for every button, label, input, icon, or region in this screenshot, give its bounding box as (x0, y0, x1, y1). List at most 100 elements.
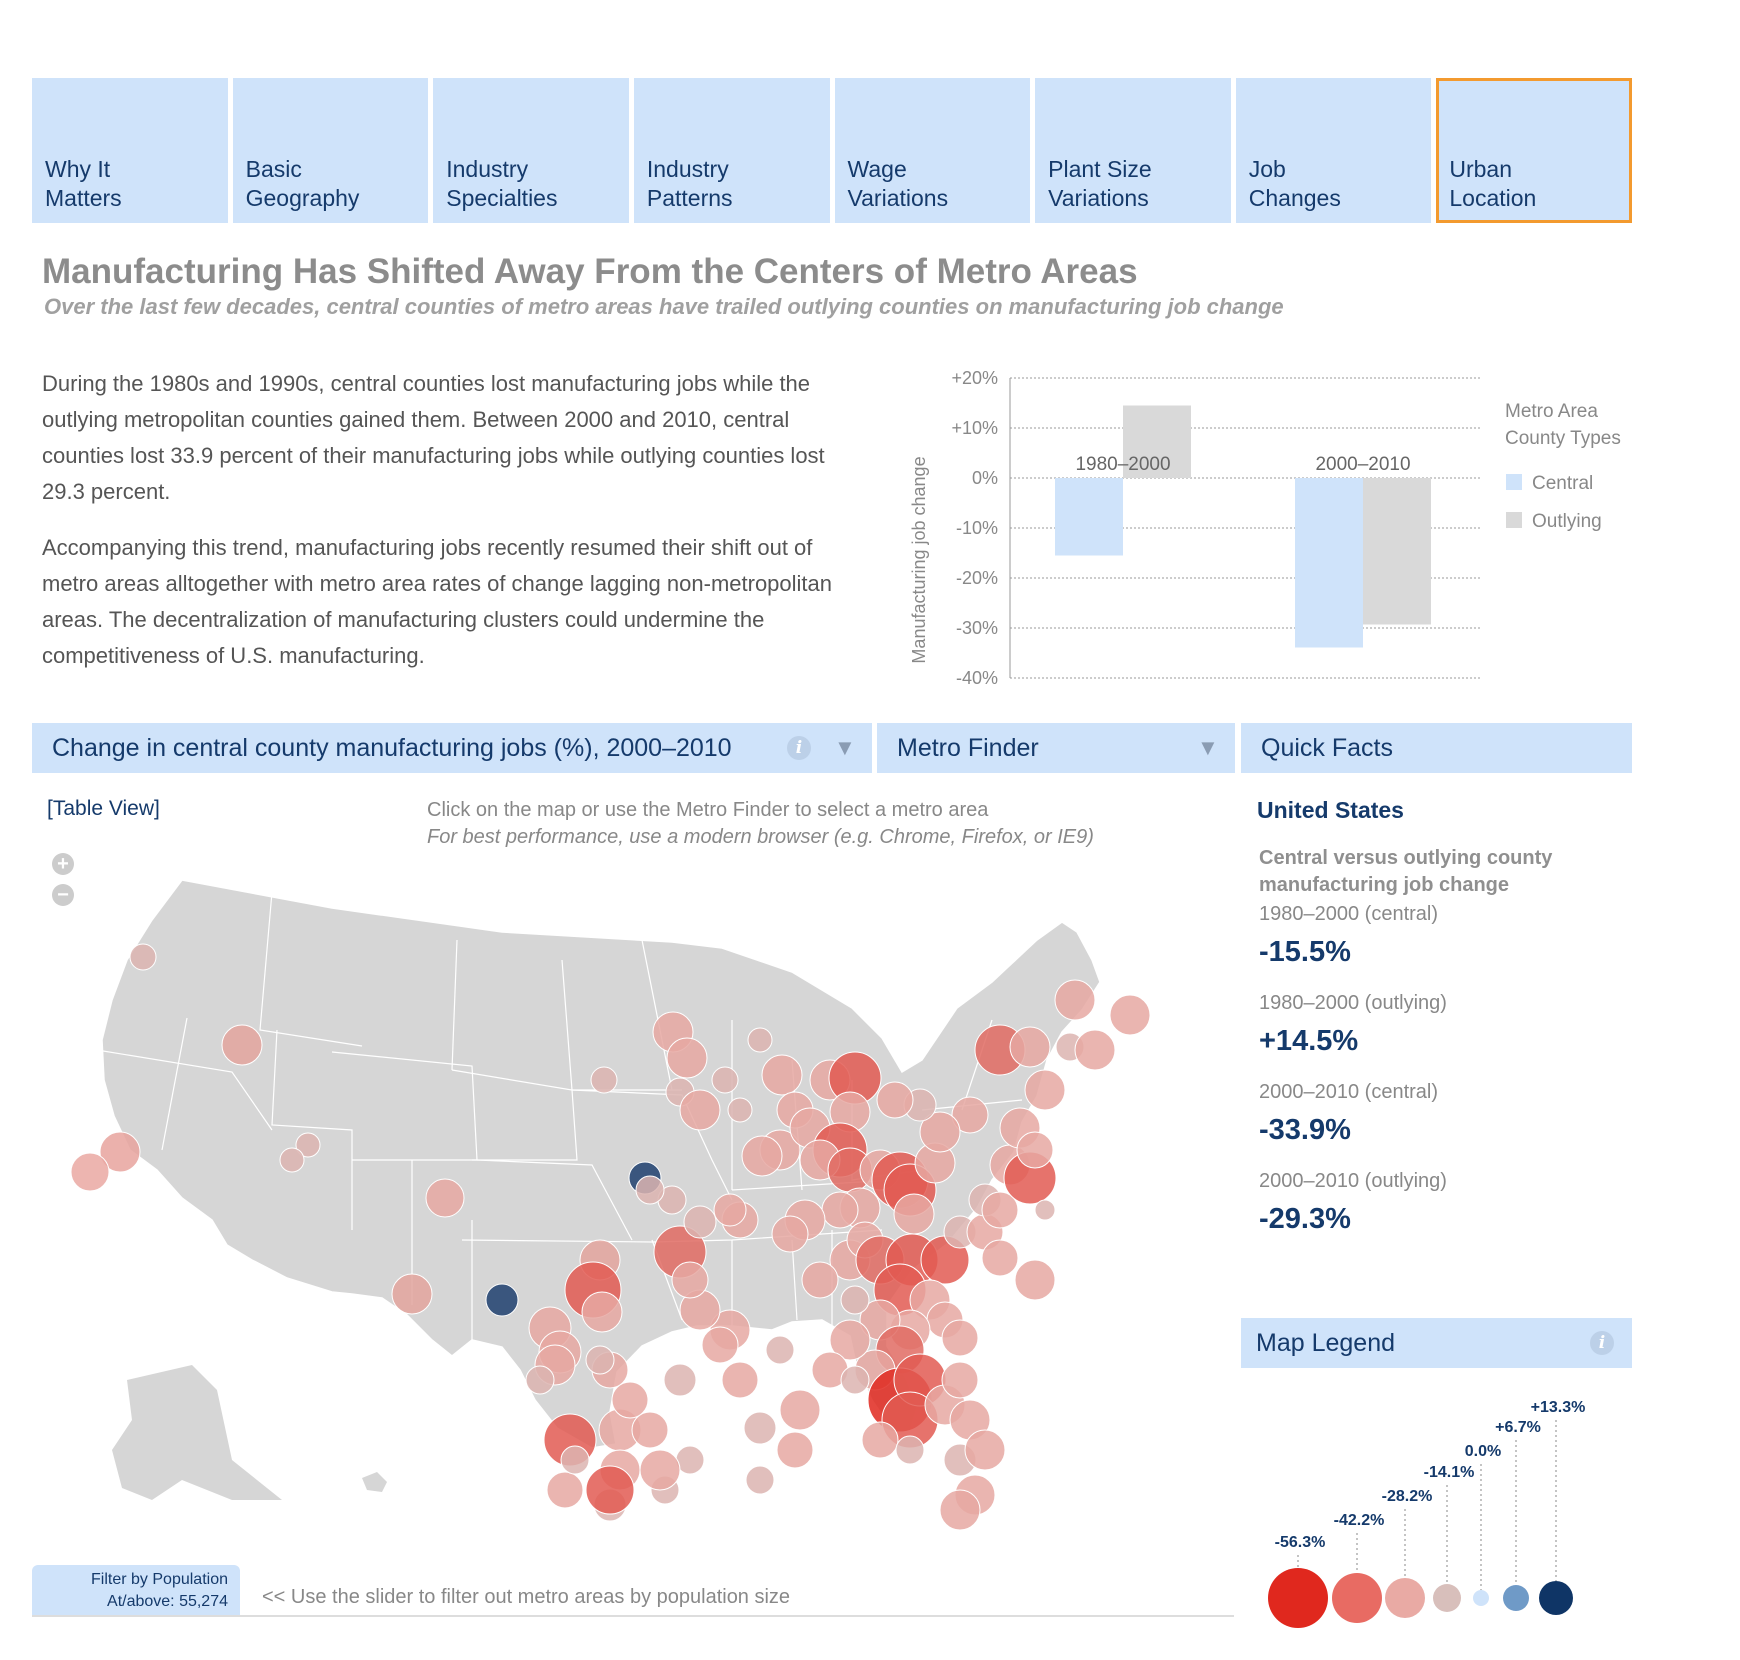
tab-basic-geography[interactable]: Basic Geography (232, 78, 429, 223)
metro-bubble[interactable] (279, 1147, 305, 1173)
tab-industry-patterns[interactable]: Industry Patterns (633, 78, 830, 223)
metro-bubble[interactable] (1109, 994, 1151, 1036)
metro-bubble[interactable] (779, 1389, 821, 1431)
metro-bubble[interactable] (663, 1363, 697, 1397)
population-slider-track[interactable] (32, 1615, 1234, 1617)
metro-bubble[interactable] (776, 1431, 814, 1469)
metro-bubble[interactable] (671, 1261, 709, 1299)
chevron-down-icon[interactable]: ▼ (834, 735, 856, 760)
metro-bubble[interactable] (701, 1326, 739, 1364)
metro-bubble[interactable] (679, 1089, 721, 1131)
map-legend: -56.3% -42.2% -28.2% -14.1% 0.0% +6.7% +13.3% (1268, 1399, 1585, 1628)
fact-label: 1980–2000 (outlying) (1259, 992, 1447, 1014)
metro-bubble[interactable] (639, 1449, 681, 1491)
metro-bubble[interactable] (941, 1319, 979, 1357)
metro-bubble[interactable] (425, 1178, 465, 1218)
metro-bubble[interactable] (391, 1273, 433, 1315)
tab-plant-size-variations[interactable]: Plant Size Variations (1035, 78, 1231, 223)
metro-bubble[interactable] (129, 943, 157, 971)
metro-bubble[interactable] (666, 1037, 708, 1079)
metro-bubble[interactable] (590, 1066, 618, 1094)
metro-bubble[interactable] (761, 1054, 803, 1096)
metro-bubble[interactable] (876, 1081, 914, 1119)
zoom-out-button[interactable]: − (52, 884, 74, 906)
tab-wage-variations[interactable]: Wage Variations (834, 78, 1031, 223)
chart-legend-swatch (1506, 474, 1522, 490)
tab-label: Plant Size Variations (1048, 156, 1152, 211)
metro-bubble[interactable] (939, 1489, 981, 1531)
metro-bubble[interactable] (801, 1261, 839, 1299)
chart-y-tick-label: +20% (951, 368, 998, 388)
metro-bubble[interactable] (99, 1131, 141, 1173)
metro-bubble[interactable] (1014, 1259, 1056, 1301)
metro-bubble[interactable] (683, 1205, 717, 1239)
tab-why-it-matters[interactable]: Why It Matters (32, 78, 228, 223)
metro-bubble[interactable] (727, 1097, 753, 1123)
legend-bubble (1473, 1590, 1489, 1606)
table-view-link[interactable]: [Table View] (47, 797, 160, 820)
map-instruction-text: Click on the map or use the Metro Finder… (427, 799, 989, 821)
metro-bubble[interactable] (546, 1471, 584, 1509)
chart-legend-label: Central (1532, 473, 1593, 494)
chevron-down-icon[interactable]: ▼ (1197, 735, 1219, 760)
tab-job-changes[interactable]: Job Changes (1235, 78, 1432, 223)
metro-bubble[interactable] (964, 1429, 1006, 1471)
metro-bubble[interactable] (581, 1291, 623, 1333)
metro-bubble[interactable] (895, 1435, 925, 1465)
metro-bubble[interactable] (611, 1381, 649, 1419)
metro-bubble[interactable] (919, 1111, 961, 1153)
tab-label: Job Changes (1248, 156, 1341, 211)
metro-bubble[interactable] (1074, 1029, 1116, 1071)
tab-urban-location[interactable]: Urban Location (1436, 78, 1632, 223)
metro-bubble[interactable] (821, 1191, 859, 1229)
metro-bubble[interactable] (585, 1465, 635, 1515)
metro-bubble[interactable] (743, 1411, 777, 1445)
metro-bubble[interactable] (631, 1411, 669, 1449)
info-icon[interactable]: i (1590, 1331, 1614, 1355)
metro-bubble[interactable] (829, 1319, 871, 1361)
metro-bubble[interactable] (585, 1345, 615, 1375)
metro-bubble[interactable] (861, 1421, 899, 1459)
metro-bubble[interactable] (721, 1361, 759, 1399)
metro-bubble[interactable] (840, 1365, 870, 1395)
metro-bubble[interactable] (635, 1175, 665, 1205)
metro-bubble[interactable] (765, 1335, 795, 1365)
us-metro-map[interactable] (32, 860, 1232, 1550)
metro-bubble[interactable] (893, 1193, 935, 1235)
metro-bubble[interactable] (70, 1152, 110, 1192)
population-filter[interactable]: Filter by Population At/above: 55,274 (32, 1565, 240, 1615)
metro-bubble[interactable] (941, 1361, 979, 1399)
metro-finder-dropdown[interactable]: Metro Finder ▼ (877, 723, 1235, 773)
metro-bubble[interactable] (747, 1027, 773, 1053)
metro-bubble[interactable] (560, 1445, 590, 1475)
metro-bubble[interactable] (711, 1066, 739, 1094)
metro-bubble[interactable] (1054, 979, 1096, 1021)
metro-bubble[interactable] (981, 1191, 1019, 1229)
metric-selector[interactable]: Change in central county manufacturing j… (32, 723, 872, 773)
metro-bubble[interactable] (295, 1132, 321, 1158)
fact-label: 1980–2000 (central) (1259, 903, 1439, 925)
metro-bubble[interactable] (981, 1239, 1019, 1277)
metro-bubble[interactable] (525, 1365, 555, 1395)
metro-bubble[interactable] (713, 1193, 747, 1227)
metro-bubble[interactable] (221, 1024, 263, 1066)
metro-bubble[interactable] (1034, 1199, 1056, 1221)
metro-bubble[interactable] (1016, 1131, 1054, 1169)
metro-bubble[interactable] (741, 1135, 783, 1177)
zoom-in-button[interactable]: + (52, 853, 74, 875)
metro-bubble[interactable] (771, 1215, 809, 1253)
metro-bubble[interactable] (1024, 1069, 1066, 1111)
metro-bubble[interactable] (840, 1285, 870, 1315)
metro-bubble[interactable] (745, 1465, 775, 1495)
chart-bar (1363, 478, 1431, 625)
tab-label: Wage Variations (847, 156, 949, 211)
metro-bubble[interactable] (1009, 1026, 1051, 1068)
tab-industry-specialties[interactable]: Industry Specialties (433, 78, 629, 223)
legend-bubble (1332, 1573, 1382, 1623)
info-icon[interactable]: i (787, 736, 811, 760)
metro-bubble[interactable] (951, 1096, 989, 1134)
legend-label: 0.0% (1465, 1443, 1501, 1460)
intro-text: During the 1980s and 1990s, central coun… (42, 366, 842, 694)
browser-note: For best performance, use a modern brows… (427, 826, 1094, 848)
metro-bubble[interactable] (485, 1283, 519, 1317)
